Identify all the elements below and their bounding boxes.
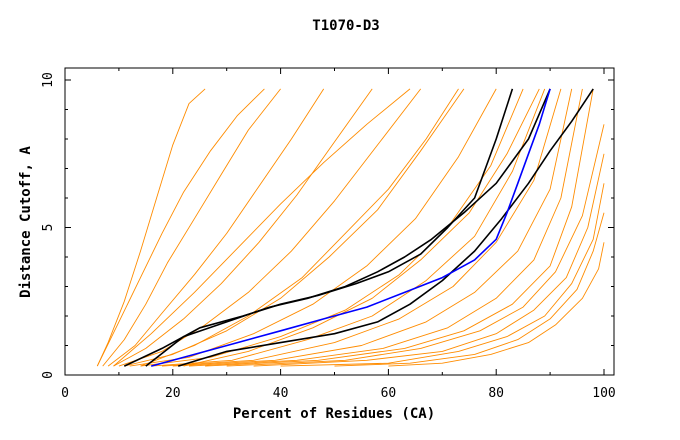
- y-axis-ticks: 0 5 10: [41, 72, 614, 379]
- series-line-background-3: [113, 88, 373, 367]
- series-line-background-7: [140, 88, 524, 367]
- series-line-background-13: [226, 124, 605, 367]
- plot-lines: [96, 88, 605, 367]
- x-axis-label: Percent of Residues (CA): [233, 406, 435, 422]
- x-tick-label: 40: [273, 386, 289, 401]
- x-tick-label: 20: [165, 386, 181, 401]
- series-line-background-2: [107, 88, 325, 367]
- series-line-background-9: [161, 88, 562, 367]
- plot-frame: [64, 67, 615, 376]
- series-line-background-6: [129, 88, 497, 367]
- x-tick-label: 60: [381, 386, 397, 401]
- series-line-reference-22: [123, 88, 514, 367]
- chart-title: T1070-D3: [312, 18, 379, 34]
- x-tick-label: 100: [592, 386, 615, 401]
- series-line-background-4: [118, 88, 422, 367]
- x-tick-label: 0: [61, 386, 69, 401]
- series-line-background-20: [113, 88, 411, 367]
- y-tick-label: 10: [41, 72, 56, 88]
- series-line-background-17: [388, 242, 605, 367]
- series-line-reference-24: [177, 88, 594, 367]
- series-line-background-18: [140, 88, 459, 367]
- series-line-background-11: [188, 88, 583, 367]
- series-line-background-0: [96, 88, 206, 367]
- series-line-background-19: [183, 88, 540, 367]
- series-line-reference-23: [145, 88, 551, 367]
- series-line-background-21: [96, 88, 265, 367]
- y-tick-label: 0: [41, 371, 56, 379]
- x-axis-ticks: 0 20 40 60 80 100: [61, 68, 616, 401]
- series-line-background-16: [334, 212, 605, 367]
- series-line-background-8: [151, 88, 546, 367]
- series-line-background-5: [124, 88, 465, 367]
- series-line-background-15: [280, 183, 605, 367]
- y-tick-label: 5: [41, 224, 56, 232]
- series-line-background-12: [205, 88, 594, 367]
- series-line-background-1: [102, 88, 281, 367]
- series-line-background-14: [253, 153, 605, 367]
- series-line-highlight-25: [150, 88, 551, 367]
- series-line-background-10: [172, 88, 573, 367]
- x-tick-label: 80: [488, 386, 504, 401]
- y-axis-label: Distance Cutoff, A: [18, 146, 34, 298]
